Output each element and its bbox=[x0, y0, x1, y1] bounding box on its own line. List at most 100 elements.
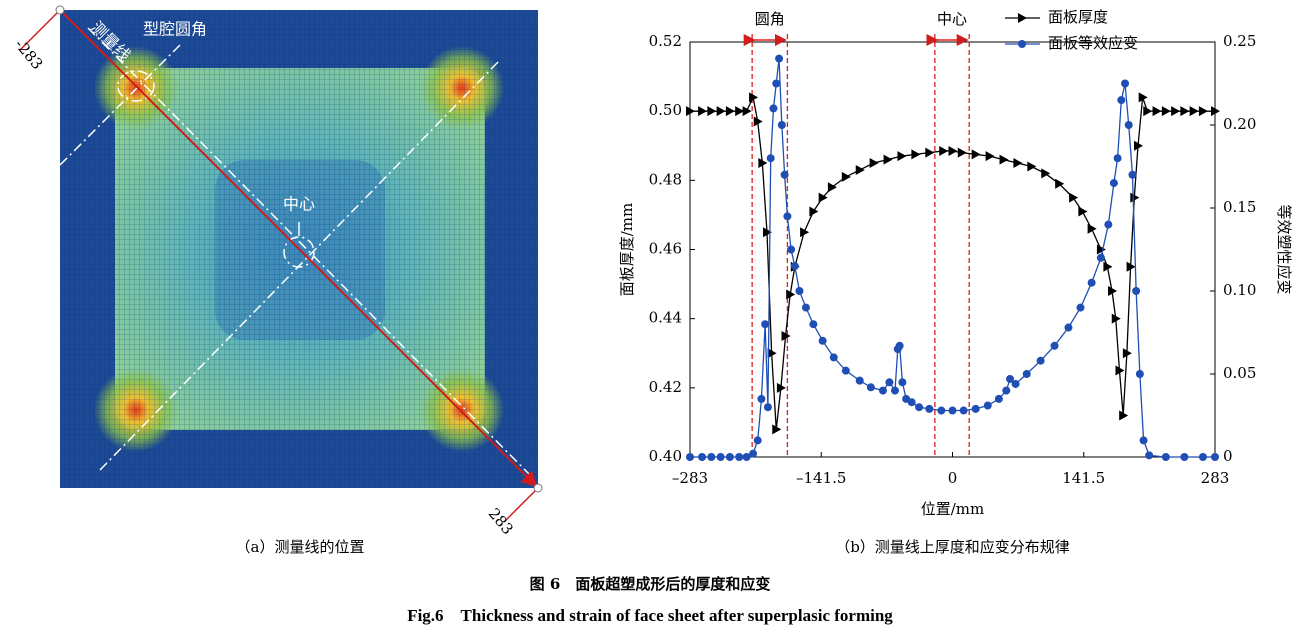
marker bbox=[1211, 106, 1220, 117]
marker bbox=[885, 378, 894, 387]
marker bbox=[742, 453, 751, 461]
marker bbox=[1113, 154, 1122, 163]
y-tick-label: 0.52 bbox=[649, 32, 682, 50]
marker bbox=[1124, 121, 1133, 129]
marker bbox=[948, 406, 957, 415]
marker bbox=[698, 453, 707, 461]
marker bbox=[959, 406, 968, 415]
marker bbox=[1022, 370, 1031, 378]
marker bbox=[786, 289, 796, 300]
marker bbox=[1087, 223, 1097, 234]
y2-axis-label: 等效塑性应变 bbox=[1275, 204, 1293, 294]
marker bbox=[827, 182, 837, 193]
marker bbox=[1143, 106, 1153, 117]
fillet-label: 型腔圆角 bbox=[143, 20, 207, 39]
marker bbox=[735, 453, 744, 461]
marker bbox=[1087, 278, 1096, 287]
marker bbox=[686, 106, 695, 117]
marker bbox=[1189, 106, 1199, 117]
marker bbox=[777, 121, 786, 129]
start-label: -283 bbox=[11, 36, 46, 73]
marker bbox=[1064, 323, 1073, 332]
marker bbox=[1103, 261, 1113, 272]
marker bbox=[790, 262, 799, 271]
marker bbox=[1161, 106, 1171, 117]
series-line bbox=[690, 95, 1215, 430]
marker bbox=[753, 436, 762, 445]
marker bbox=[716, 106, 726, 117]
x-axis-label: 位置/mm bbox=[921, 500, 985, 518]
marker bbox=[725, 106, 735, 117]
marker bbox=[809, 206, 819, 217]
marker bbox=[753, 116, 763, 127]
legend-marker bbox=[1018, 13, 1027, 23]
legend-label: 面板等效应变 bbox=[1048, 34, 1138, 52]
y-tick-label: 0.48 bbox=[649, 170, 682, 188]
marker bbox=[1134, 140, 1144, 151]
y-tick-label: 0.50 bbox=[649, 101, 682, 119]
marker bbox=[1138, 92, 1148, 103]
y2-tick-label: 0 bbox=[1223, 447, 1233, 465]
marker bbox=[1108, 286, 1118, 296]
marker bbox=[915, 403, 924, 412]
marker bbox=[1180, 453, 1189, 461]
annotation-text: 中心 bbox=[937, 10, 967, 28]
end-label: 283 bbox=[485, 505, 517, 539]
marker bbox=[772, 79, 781, 88]
marker bbox=[1126, 261, 1136, 272]
marker bbox=[985, 151, 995, 162]
marker bbox=[1096, 244, 1106, 255]
marker bbox=[716, 453, 725, 461]
marker bbox=[866, 383, 875, 392]
marker bbox=[855, 164, 865, 175]
marker bbox=[937, 406, 946, 415]
marker bbox=[749, 449, 758, 458]
marker bbox=[762, 227, 772, 238]
marker bbox=[769, 104, 778, 113]
marker bbox=[780, 170, 789, 179]
marker bbox=[775, 54, 784, 63]
marker bbox=[1161, 453, 1170, 461]
marker bbox=[767, 348, 777, 359]
caption-b: （b）测量线上厚度和应变分布规律 bbox=[835, 538, 1070, 556]
x-tick-label: 283 bbox=[1201, 469, 1230, 487]
marker bbox=[925, 147, 935, 158]
y2-tick-label: 0.10 bbox=[1223, 281, 1256, 299]
x-tick-label: 141.5 bbox=[1062, 469, 1105, 487]
marker bbox=[795, 287, 804, 295]
marker bbox=[725, 453, 734, 461]
marker bbox=[999, 154, 1009, 165]
y2-tick-label: 0.25 bbox=[1223, 32, 1256, 50]
marker bbox=[1011, 379, 1020, 388]
marker bbox=[898, 378, 907, 387]
marker bbox=[1139, 436, 1148, 445]
marker bbox=[761, 320, 770, 329]
marker bbox=[1119, 410, 1129, 421]
marker bbox=[818, 192, 828, 203]
marker bbox=[1122, 348, 1132, 359]
marker bbox=[707, 106, 717, 117]
marker bbox=[1036, 356, 1045, 365]
plot-frame bbox=[689, 41, 1216, 458]
marker bbox=[1128, 170, 1137, 179]
marker bbox=[855, 376, 864, 385]
marker bbox=[948, 145, 958, 156]
x-tick-label: –141.5 bbox=[796, 469, 846, 487]
marker bbox=[698, 106, 708, 117]
marker bbox=[1121, 79, 1130, 88]
marker bbox=[841, 171, 851, 182]
marker bbox=[1096, 253, 1105, 262]
y2-tick-label: 0.20 bbox=[1223, 115, 1256, 133]
annotation-text: 圆角 bbox=[755, 10, 785, 28]
marker bbox=[1135, 370, 1144, 378]
marker bbox=[1115, 365, 1125, 376]
figure-title: 图 6 面板超塑成形后的厚度和应变 bbox=[530, 575, 771, 593]
marker bbox=[763, 403, 772, 412]
marker bbox=[801, 303, 810, 312]
marker bbox=[686, 453, 694, 461]
marker bbox=[1152, 106, 1162, 117]
marker bbox=[1013, 158, 1023, 169]
marker bbox=[1145, 451, 1154, 460]
marker bbox=[1198, 453, 1207, 461]
